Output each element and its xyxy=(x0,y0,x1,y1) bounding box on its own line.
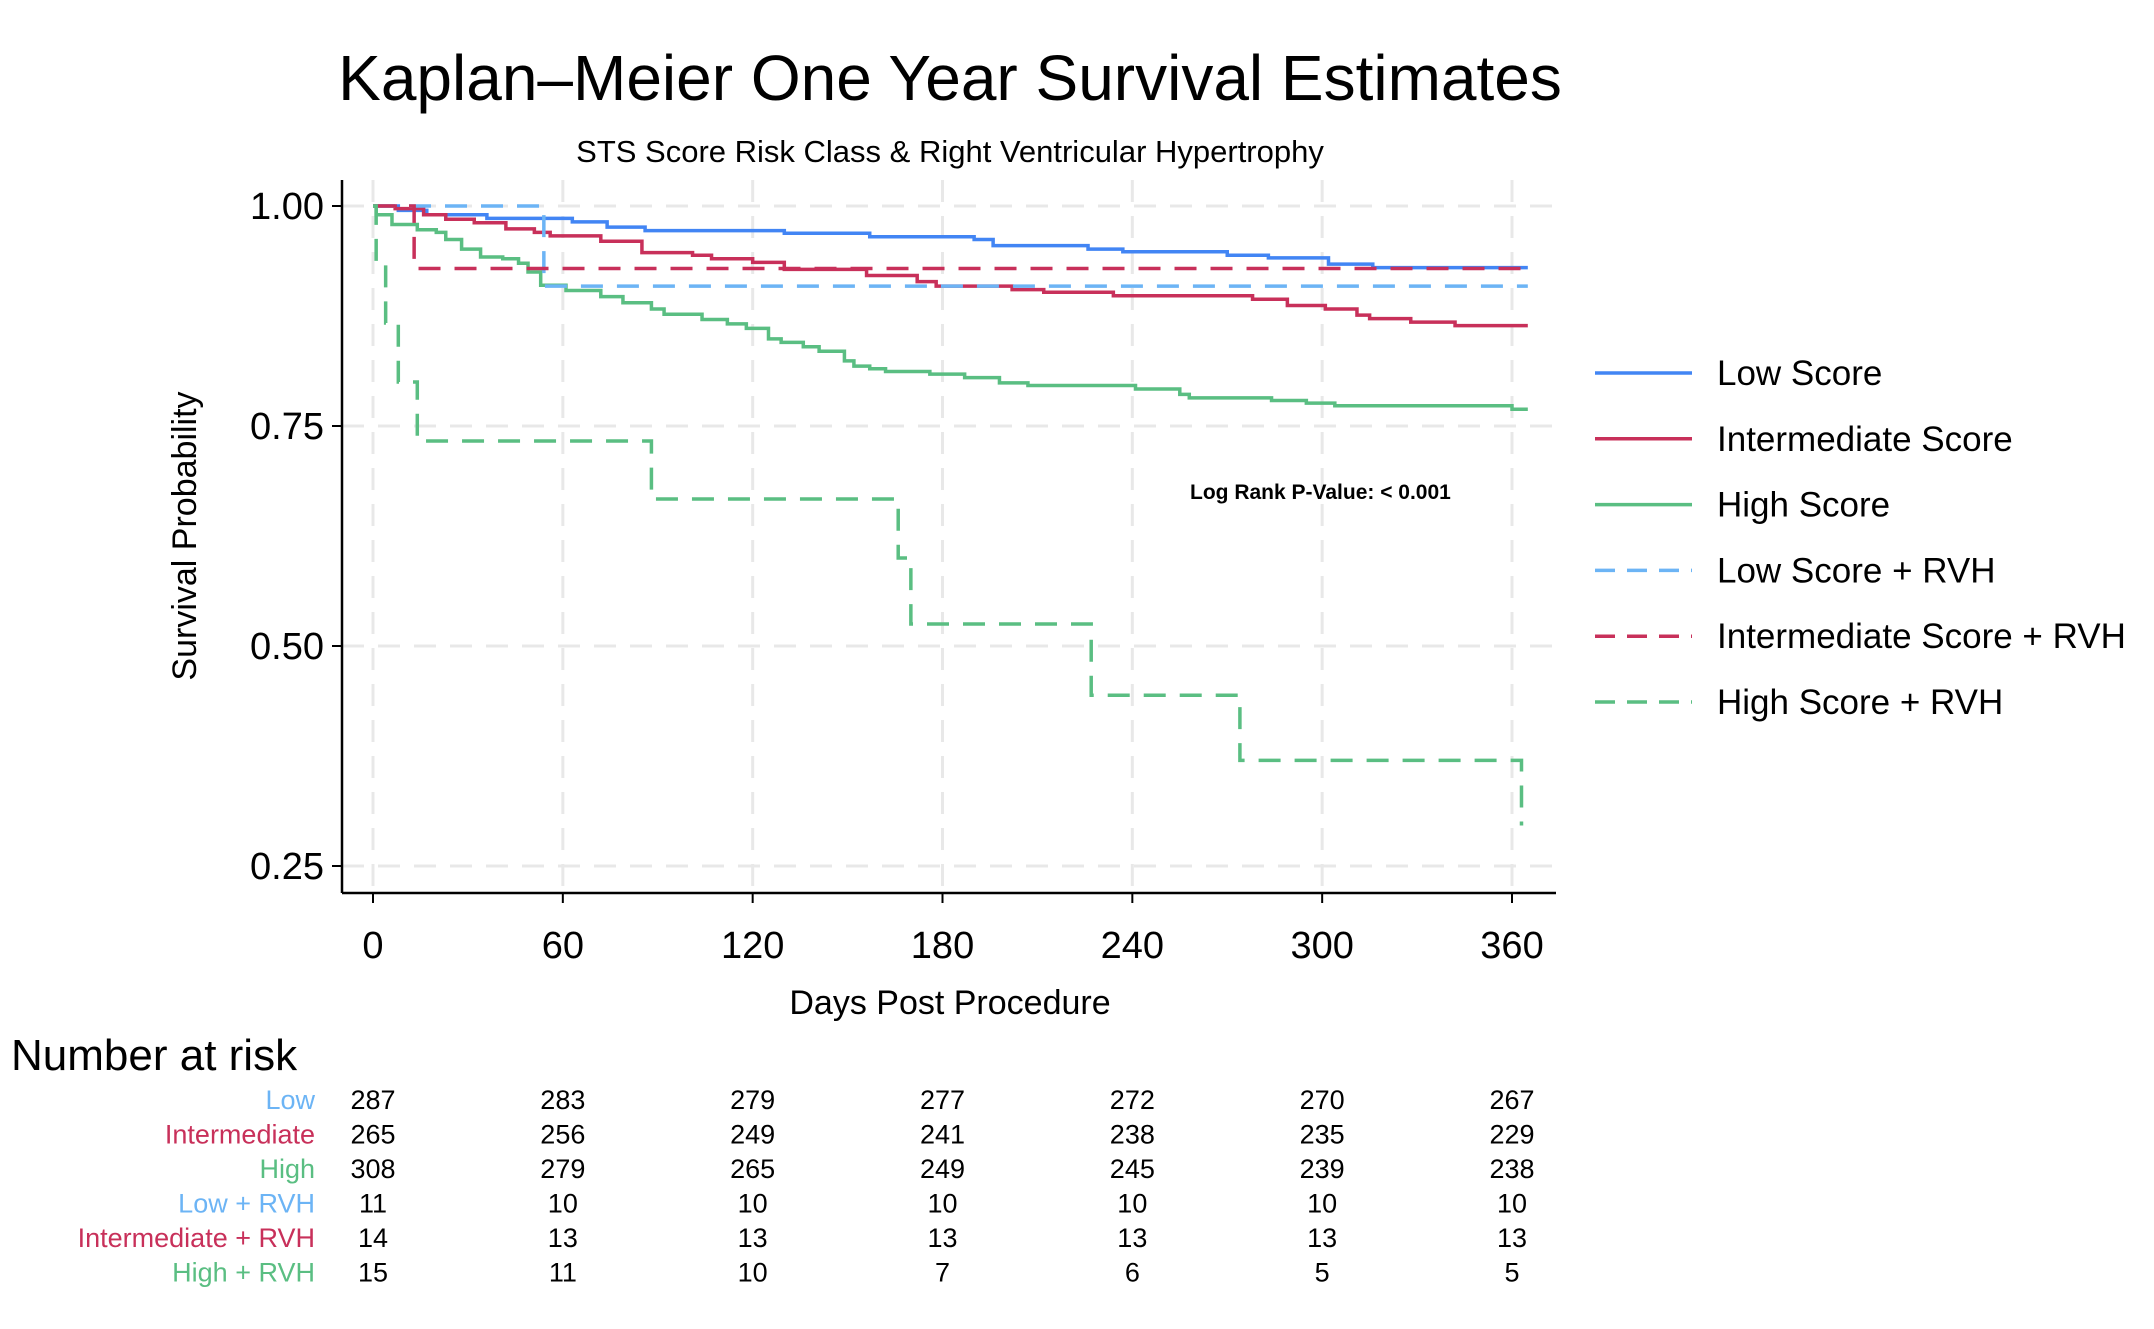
x-tick-label: 0 xyxy=(362,925,383,967)
risk-count: 10 xyxy=(548,1189,578,1219)
risk-count: 5 xyxy=(1504,1258,1519,1288)
risk-count: 238 xyxy=(1489,1154,1534,1184)
axes: 0 60 120 180 240 300 360 0.25 0.50 0.75 1.00 xyxy=(250,180,1556,967)
risk-count: 256 xyxy=(540,1120,585,1150)
risk-table-title: Number at risk xyxy=(11,1031,298,1080)
x-tick-label: 180 xyxy=(911,925,974,967)
risk-row-label: Low + RVH xyxy=(178,1189,315,1219)
risk-count: 277 xyxy=(920,1085,965,1115)
risk-count: 235 xyxy=(1300,1120,1345,1150)
risk-count: 13 xyxy=(548,1223,578,1253)
survival-curves xyxy=(373,204,1528,826)
curve-high-score-rvh xyxy=(373,204,1524,826)
risk-count: 13 xyxy=(927,1223,957,1253)
risk-count: 241 xyxy=(920,1120,965,1150)
risk-count: 245 xyxy=(1110,1154,1155,1184)
risk-count: 10 xyxy=(1497,1189,1527,1219)
risk-table: Low 287 283 279 277 272 270 267 Intermediate 265 2… xyxy=(78,1085,1535,1288)
x-tick-label: 240 xyxy=(1101,925,1164,967)
y-tick-label: 0.50 xyxy=(250,626,324,668)
legend-label: Intermediate Score + RVH xyxy=(1717,617,2126,656)
risk-count: 15 xyxy=(358,1258,388,1288)
y-tick-label: 1.00 xyxy=(250,186,324,228)
x-axis-label: Days Post Procedure xyxy=(789,984,1110,1022)
x-tick-label: 120 xyxy=(721,925,784,967)
risk-count: 270 xyxy=(1300,1085,1345,1115)
chart-title: Kaplan–Meier One Year Survival Estimates xyxy=(338,42,1562,114)
curve-intermediate-score xyxy=(373,204,1528,328)
y-tick-label: 0.75 xyxy=(250,406,324,448)
chart-subtitle: STS Score Risk Class & Right Ventricular… xyxy=(576,134,1324,169)
risk-count: 239 xyxy=(1300,1154,1345,1184)
risk-count: 265 xyxy=(730,1154,775,1184)
risk-count: 267 xyxy=(1489,1085,1534,1115)
risk-count: 11 xyxy=(549,1258,577,1288)
risk-row-label: Low xyxy=(265,1085,315,1115)
log-rank-annotation: Log Rank P-Value: < 0.001 xyxy=(1190,481,1451,504)
risk-count: 13 xyxy=(738,1223,768,1253)
curve-low-score xyxy=(373,204,1528,270)
gridlines xyxy=(342,180,1556,893)
risk-row-label: Intermediate + RVH xyxy=(78,1223,315,1253)
risk-row-label: High + RVH xyxy=(172,1258,315,1288)
risk-count: 279 xyxy=(540,1154,585,1184)
risk-count: 13 xyxy=(1117,1223,1147,1253)
legend-label: High Score xyxy=(1717,486,1890,525)
risk-row-label: High xyxy=(259,1154,315,1184)
risk-count: 10 xyxy=(738,1189,768,1219)
y-tick-label: 0.25 xyxy=(250,846,324,888)
risk-count: 265 xyxy=(350,1120,395,1150)
risk-count: 10 xyxy=(1307,1189,1337,1219)
risk-count: 10 xyxy=(927,1189,957,1219)
legend-label: Low Score + RVH xyxy=(1717,551,1996,590)
y-axis-label: Survival Probability xyxy=(166,391,204,680)
legend-label: High Score + RVH xyxy=(1717,683,2003,722)
risk-count: 272 xyxy=(1110,1085,1155,1115)
x-tick-label: 300 xyxy=(1290,925,1353,967)
curve-low-score-rvh xyxy=(373,204,1528,288)
risk-count: 6 xyxy=(1125,1258,1140,1288)
legend: Low Score Intermediate Score High Score Low… xyxy=(1595,354,2126,722)
legend-label: Low Score xyxy=(1717,354,1882,393)
risk-count: 249 xyxy=(920,1154,965,1184)
risk-count: 13 xyxy=(1307,1223,1337,1253)
risk-count: 229 xyxy=(1489,1120,1534,1150)
x-tick-label: 360 xyxy=(1480,925,1543,967)
risk-count: 7 xyxy=(935,1258,950,1288)
risk-count: 308 xyxy=(350,1154,395,1184)
x-tick-label: 60 xyxy=(542,925,584,967)
risk-count: 10 xyxy=(738,1258,768,1288)
risk-count: 279 xyxy=(730,1085,775,1115)
risk-count: 238 xyxy=(1110,1120,1155,1150)
risk-count: 14 xyxy=(358,1223,388,1253)
risk-count: 249 xyxy=(730,1120,775,1150)
risk-count: 5 xyxy=(1315,1258,1330,1288)
risk-count: 13 xyxy=(1497,1223,1527,1253)
curve-intermediate-score-rvh xyxy=(373,204,1528,271)
curve-high-score xyxy=(373,204,1528,412)
risk-count: 11 xyxy=(359,1189,387,1219)
risk-count: 283 xyxy=(540,1085,585,1115)
risk-row-label: Intermediate xyxy=(165,1120,315,1150)
risk-count: 287 xyxy=(350,1085,395,1115)
legend-label: Intermediate Score xyxy=(1717,420,2013,459)
risk-count: 10 xyxy=(1117,1189,1147,1219)
